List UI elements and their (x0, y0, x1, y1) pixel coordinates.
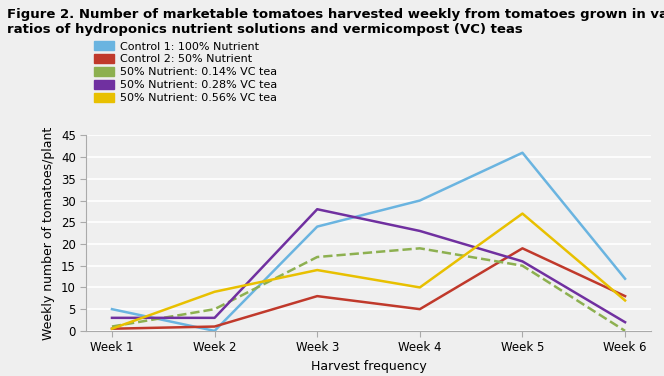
Legend: Control 1: 100% Nutrient, Control 2: 50% Nutrient, 50% Nutrient: 0.14% VC tea, 5: Control 1: 100% Nutrient, Control 2: 50%… (92, 39, 279, 105)
Text: Figure 2. Number of marketable tomatoes harvested weekly from tomatoes grown in : Figure 2. Number of marketable tomatoes … (7, 8, 664, 35)
X-axis label: Harvest frequency: Harvest frequency (311, 360, 426, 373)
Y-axis label: Weekly number of tomatoes/plant: Weekly number of tomatoes/plant (42, 126, 56, 340)
